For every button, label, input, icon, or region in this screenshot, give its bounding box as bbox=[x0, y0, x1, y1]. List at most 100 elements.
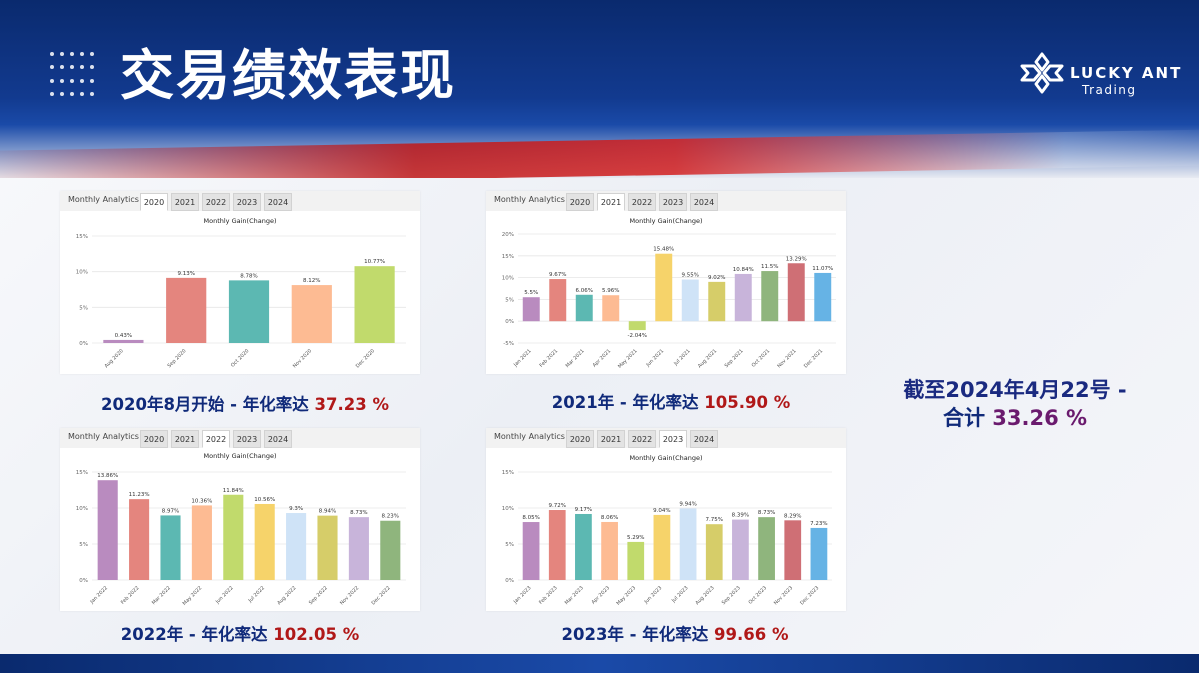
data-label: 9.17% bbox=[575, 507, 592, 513]
bar bbox=[732, 519, 749, 580]
tab-2021[interactable]: 2021 bbox=[171, 193, 199, 211]
bar bbox=[548, 510, 566, 580]
data-label: 6.06% bbox=[576, 288, 593, 294]
data-label: 9.72% bbox=[549, 503, 566, 509]
x-tick-label: Feb 2021 bbox=[539, 348, 560, 369]
x-tick-label: Apr 2021 bbox=[592, 348, 612, 368]
caption-value: 37.23 % bbox=[314, 395, 389, 414]
x-tick-label: Jan 2022 bbox=[89, 585, 110, 606]
caption-2023: 2023年 - 年化率达 99.66 % bbox=[490, 621, 860, 645]
tab-bar: Monthly Analytics 2020 2021 2022 2023 20… bbox=[486, 191, 846, 211]
data-label: 13.86% bbox=[97, 473, 118, 479]
bar bbox=[317, 515, 338, 580]
chart-panel-2022: Monthly Analytics 2020 2021 2022 2023 20… bbox=[60, 428, 420, 611]
bar bbox=[602, 295, 620, 322]
data-label: 7.75% bbox=[706, 517, 723, 523]
tab-2020[interactable]: 2020 bbox=[566, 193, 594, 211]
y-tick-label: 5% bbox=[79, 542, 88, 548]
tab-2020[interactable]: 2020 bbox=[140, 193, 168, 211]
tab-2023[interactable]: 2023 bbox=[659, 193, 687, 211]
data-label: 11.23% bbox=[129, 492, 150, 498]
bar bbox=[784, 520, 802, 580]
x-tick-label: Sep 2023 bbox=[721, 585, 742, 606]
data-label: 9.67% bbox=[549, 272, 566, 278]
x-tick-label: Aug 2021 bbox=[697, 348, 718, 369]
bar bbox=[761, 271, 779, 322]
tab-2020[interactable]: 2020 bbox=[566, 430, 594, 448]
y-tick-label: 15% bbox=[76, 234, 88, 240]
data-label: 5.5% bbox=[524, 290, 538, 296]
bar bbox=[286, 513, 307, 580]
red-swoosh-decoration bbox=[0, 128, 1199, 178]
data-label: 9.3% bbox=[289, 506, 303, 512]
tab-2020[interactable]: 2020 bbox=[140, 430, 168, 448]
bar bbox=[681, 279, 699, 322]
data-label: 7.23% bbox=[810, 521, 827, 527]
caption-2022: 2022年 - 年化率达 102.05 % bbox=[55, 621, 425, 645]
x-tick-label: Sep 2022 bbox=[308, 585, 329, 606]
x-tick-label: Nov 2021 bbox=[776, 348, 797, 369]
tab-2024[interactable]: 2024 bbox=[264, 430, 292, 448]
data-label: 0.43% bbox=[115, 333, 132, 339]
tab-2022[interactable]: 2022 bbox=[628, 430, 656, 448]
tab-2024[interactable]: 2024 bbox=[690, 193, 718, 211]
tab-2021[interactable]: 2021 bbox=[171, 430, 199, 448]
caption-label: 2020年8月开始 - 年化率达 bbox=[101, 395, 309, 414]
bar bbox=[708, 281, 726, 322]
summary-value: 33.26 % bbox=[992, 406, 1088, 430]
bar bbox=[522, 522, 540, 580]
chart-title: Monthly Gain(Change) bbox=[629, 454, 703, 462]
tab-2022[interactable]: 2022 bbox=[202, 193, 230, 211]
logo-subtitle: Trading bbox=[1082, 83, 1137, 97]
x-tick-label: Dec 2020 bbox=[355, 348, 376, 369]
x-tick-label: Sep 2021 bbox=[724, 348, 745, 369]
x-tick-label: May 2021 bbox=[617, 348, 639, 370]
data-label: 9.94% bbox=[679, 501, 696, 507]
bar-chart: 0% 5% 10% 15% 8.05% Jan 2023 9.72% Feb 2023 9.17… bbox=[502, 470, 832, 607]
x-tick-label: Jul 2022 bbox=[247, 585, 266, 604]
x-tick-label: Aug 2023 bbox=[694, 585, 715, 606]
tab-2022[interactable]: 2022 bbox=[202, 430, 230, 448]
chart-title: Monthly Gain(Change) bbox=[629, 217, 703, 225]
y-tick-label: 15% bbox=[502, 470, 514, 476]
chart-title: Monthly Gain(Change) bbox=[203, 452, 277, 460]
x-tick-label: May 2023 bbox=[615, 585, 637, 607]
bar bbox=[223, 494, 244, 580]
tab-2023[interactable]: 2023 bbox=[659, 430, 687, 448]
x-tick-label: Aug 2020 bbox=[104, 348, 125, 369]
caption-label: 2022年 - 年化率达 bbox=[120, 625, 268, 644]
data-label: 10.36% bbox=[191, 498, 212, 504]
x-tick-label: Sep 2020 bbox=[167, 348, 188, 369]
data-label: 11.5% bbox=[761, 264, 778, 270]
bar bbox=[166, 277, 207, 343]
x-tick-label: Jul 2021 bbox=[672, 348, 691, 367]
bar bbox=[679, 508, 697, 580]
tab-2024[interactable]: 2024 bbox=[264, 193, 292, 211]
bottom-bar bbox=[0, 654, 1199, 673]
tab-2021[interactable]: 2021 bbox=[597, 430, 625, 448]
bar-chart: -5% 0% 5% 10% 15% 20% 5.5% Jan 2021 9.67% Feb 202… bbox=[502, 232, 836, 370]
bar bbox=[160, 515, 181, 580]
tab-bar: Monthly Analytics 2020 2021 2022 2023 20… bbox=[60, 191, 420, 211]
data-label: 9.13% bbox=[177, 271, 194, 277]
tab-bar: Monthly Analytics 2020 2021 2022 2023 20… bbox=[60, 428, 420, 448]
tab-2021[interactable]: 2021 bbox=[597, 193, 625, 211]
tab-2024[interactable]: 2024 bbox=[690, 430, 718, 448]
x-tick-label: Oct 2023 bbox=[748, 585, 768, 605]
bar bbox=[380, 520, 401, 580]
y-tick-label: 10% bbox=[76, 506, 88, 512]
data-label: 15.48% bbox=[653, 247, 674, 253]
tab-2023[interactable]: 2023 bbox=[233, 430, 261, 448]
tab-2023[interactable]: 2023 bbox=[233, 193, 261, 211]
tab-2022[interactable]: 2022 bbox=[628, 193, 656, 211]
data-label: 10.77% bbox=[364, 259, 385, 265]
x-tick-label: Jun 2022 bbox=[214, 585, 235, 606]
data-label: 8.39% bbox=[732, 513, 749, 519]
caption-value: 102.05 % bbox=[273, 625, 360, 644]
x-tick-label: Dec 2023 bbox=[799, 585, 820, 606]
bar bbox=[549, 279, 567, 322]
bar bbox=[787, 263, 805, 322]
bar bbox=[758, 517, 775, 580]
x-tick-label: Jun 2021 bbox=[645, 348, 666, 369]
y-tick-label: 15% bbox=[502, 254, 514, 260]
